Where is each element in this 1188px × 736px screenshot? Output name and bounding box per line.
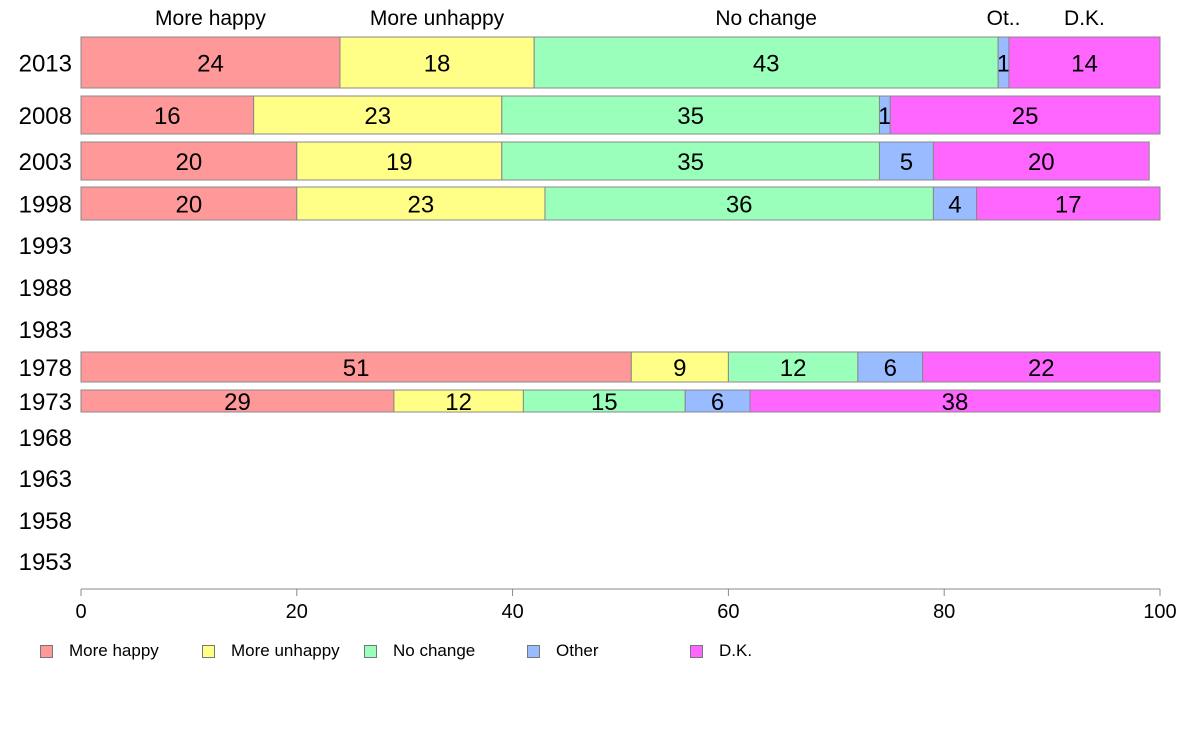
y-tick-label: 1958	[19, 508, 72, 535]
legend-label: No change	[393, 641, 476, 660]
y-tick-label: 2008	[19, 103, 72, 130]
legend-swatch	[364, 644, 377, 658]
bar-value-label: 22	[1028, 355, 1055, 382]
y-tick-label: 1998	[19, 192, 72, 219]
legend: More happy More unhappy No change Other D.K.	[40, 641, 1140, 663]
column-header-label: No change	[715, 7, 817, 30]
bar-segment	[1008, 36, 1161, 89]
bar-segment	[501, 95, 880, 135]
bar-segment	[80, 95, 255, 135]
bar-value-label: 38	[942, 389, 969, 416]
bar-segment	[544, 186, 934, 221]
bar-value-label: 17	[1055, 192, 1082, 219]
bar-segment	[878, 141, 934, 181]
legend-label: Other	[556, 641, 599, 660]
bar-value-label: 29	[224, 389, 251, 416]
y-tick-label: 2003	[19, 149, 72, 176]
y-tick-label: 1983	[19, 317, 72, 344]
bar-value-label: 23	[408, 192, 435, 219]
bar-segment	[80, 186, 298, 221]
y-tick-label: 1978	[19, 355, 72, 382]
legend-swatch	[690, 644, 703, 658]
bar-value-label: 51	[343, 355, 370, 382]
bar-value-label: 43	[753, 51, 780, 78]
bar-segment	[533, 36, 999, 89]
x-tick-label: 60	[717, 601, 739, 623]
bar-value-label: 14	[1071, 51, 1098, 78]
legend-item: Other	[527, 641, 599, 661]
bar-value-label: 6	[711, 389, 724, 416]
bar-segment	[889, 95, 1161, 135]
bar-value-label: 6	[884, 355, 897, 382]
bar-segment	[80, 351, 632, 383]
bar-value-label: 20	[1028, 149, 1055, 176]
bar-segment	[857, 351, 924, 383]
bar-segment	[932, 141, 1150, 181]
bar-value-label: 15	[591, 389, 618, 416]
bar-value-label: 23	[364, 103, 391, 130]
bar-value-label: 1	[997, 51, 1010, 78]
bar-value-label: 35	[677, 149, 704, 176]
bar-value-label: 5	[900, 149, 913, 176]
column-header-label: More happy	[155, 7, 266, 30]
x-tick-label: 80	[933, 601, 955, 623]
bar-segment	[976, 186, 1161, 221]
bar-segment	[630, 351, 729, 383]
bar-segment	[296, 186, 546, 221]
bar-value-label: 35	[677, 103, 704, 130]
column-header-label: More unhappy	[370, 7, 505, 30]
bar-value-label: 4	[948, 192, 961, 219]
bar-value-label: 19	[386, 149, 413, 176]
x-tick-label: 0	[75, 601, 86, 623]
bar-segment	[80, 36, 341, 89]
bar-value-label: 1	[878, 103, 891, 130]
legend-swatch	[40, 644, 53, 658]
y-tick-label: 1963	[19, 466, 72, 493]
legend-swatch	[527, 644, 540, 658]
legend-label: D.K.	[719, 641, 753, 660]
legend-label: More happy	[69, 641, 159, 660]
legend-swatch	[202, 644, 215, 658]
column-header-label: Ot..	[987, 7, 1021, 30]
legend-label: More unhappy	[231, 641, 340, 660]
y-tick-label: 1973	[19, 389, 72, 416]
bar-segment	[339, 36, 535, 89]
bar-segment	[80, 141, 298, 181]
bar-value-label: 20	[176, 192, 203, 219]
bar-value-label: 16	[154, 103, 181, 130]
y-tick-label: 1953	[19, 549, 72, 576]
legend-item: D.K.	[690, 641, 752, 661]
bar-value-label: 9	[673, 355, 686, 382]
bar-segment	[501, 141, 880, 181]
bar-value-label: 12	[445, 389, 472, 416]
x-tick-label: 40	[501, 601, 523, 623]
bar-value-label: 25	[1012, 103, 1039, 130]
bar-value-label: 24	[197, 51, 224, 78]
legend-item: More happy	[40, 641, 159, 661]
x-tick-label: 20	[286, 601, 308, 623]
bar-value-label: 12	[780, 355, 807, 382]
column-header-label: D.K.	[1064, 7, 1105, 30]
y-tick-label: 1968	[19, 425, 72, 452]
x-tick-label: 100	[1143, 601, 1176, 623]
bar-segment	[749, 389, 1161, 413]
bar-segment	[932, 186, 978, 221]
bar-segment	[922, 351, 1161, 383]
y-tick-label: 2013	[19, 51, 72, 78]
bar-segment	[253, 95, 503, 135]
bar-value-label: 18	[424, 51, 451, 78]
bar-value-label: 36	[726, 192, 753, 219]
legend-item: No change	[364, 641, 475, 661]
legend-item: More unhappy	[202, 641, 340, 661]
bar-value-label: 20	[176, 149, 203, 176]
y-tick-label: 1988	[19, 275, 72, 302]
y-tick-label: 1993	[19, 233, 72, 260]
